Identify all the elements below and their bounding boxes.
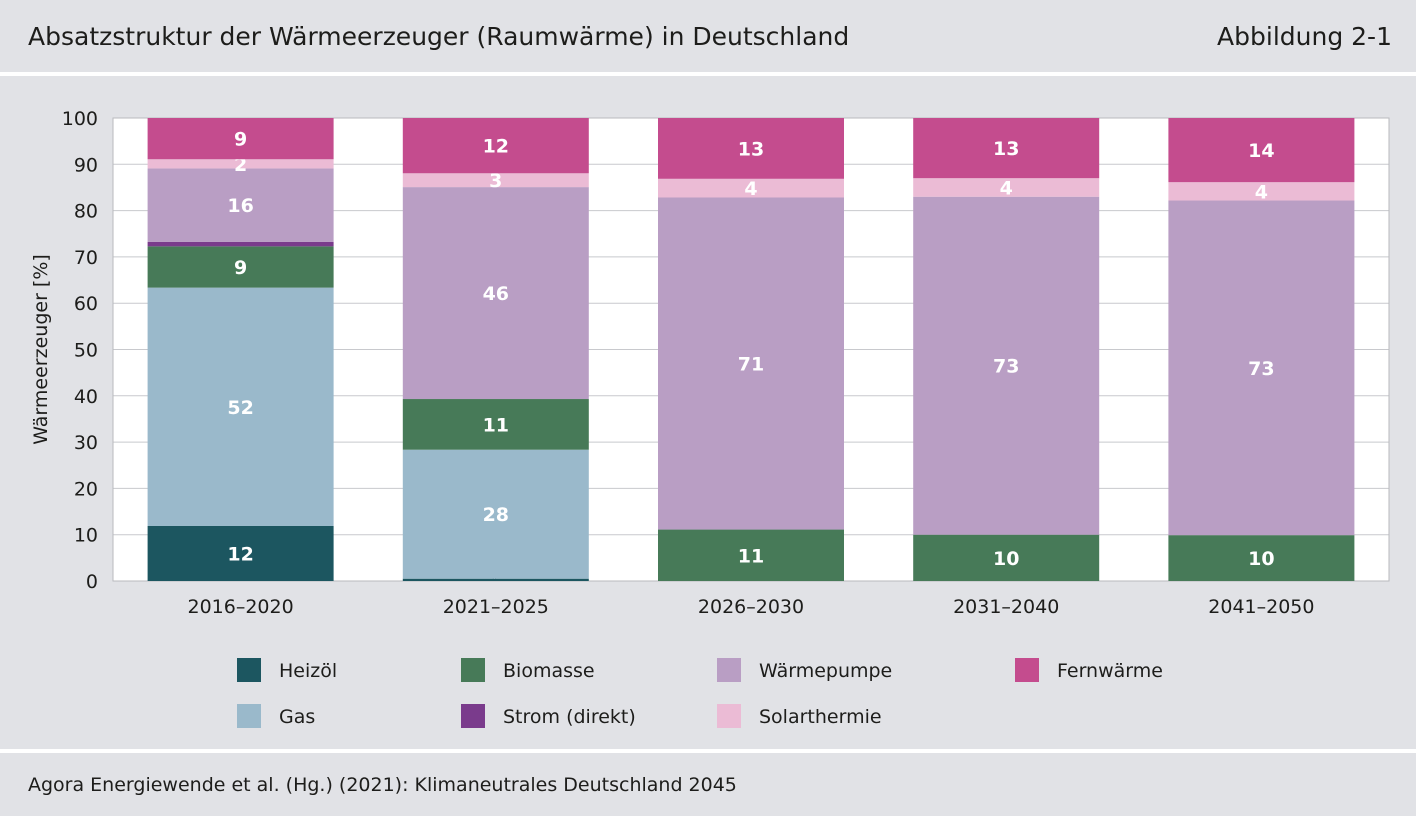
data-label: 4 (1255, 181, 1268, 203)
legend-label: Gas (279, 706, 315, 728)
legend-swatch (237, 704, 261, 728)
data-label: 12 (227, 543, 253, 565)
data-label: 10 (993, 548, 1019, 570)
stacked-bar-chart: 0 10 20 30 40 50 60 70 80 90 100 Wärmeerzeuger [%] 1… (30, 108, 1390, 728)
legend-label: Heizöl (279, 660, 337, 682)
source-note: Agora Energiewende et al. (Hg.) (2021): … (28, 774, 737, 796)
top-divider (0, 72, 1416, 76)
data-label: 52 (227, 397, 253, 419)
data-label: 4 (744, 178, 757, 200)
bar-segment (658, 529, 844, 581)
legend-label: Biomasse (503, 660, 595, 682)
y-tick-label: 90 (74, 154, 98, 176)
legend-swatch (237, 658, 261, 682)
y-tick-label: 100 (62, 108, 98, 130)
legend-label: Wärmepumpe (759, 660, 892, 682)
bar-segment (1168, 118, 1355, 183)
bar-segment (147, 246, 334, 288)
bar-segment (402, 118, 589, 174)
y-tick-label: 20 (74, 478, 98, 500)
data-label: 46 (483, 283, 509, 305)
y-tick-label: 60 (74, 293, 98, 315)
legend-swatch (461, 658, 485, 682)
bar-segment (913, 534, 1100, 581)
bottom-divider (0, 749, 1416, 753)
x-tick-label: 2016–2020 (187, 596, 293, 618)
legend-swatch (1015, 658, 1039, 682)
data-label: 28 (483, 504, 509, 526)
data-label: 11 (738, 545, 764, 567)
data-label: 9 (234, 257, 247, 279)
bar-segment (147, 168, 334, 242)
data-label: 9 (234, 129, 247, 151)
bar-segment (147, 159, 334, 169)
data-label: 16 (227, 195, 253, 217)
bar-segment (147, 287, 334, 526)
data-label: 71 (738, 354, 764, 376)
y-tick-label: 80 (74, 201, 98, 223)
bar-segment (147, 525, 334, 581)
x-tick-label: 2026–2030 (698, 596, 804, 618)
figure-reference: Abbildung 2-1 (1217, 22, 1392, 51)
header: Absatzstruktur der Wärmeerzeuger (Raumwä… (0, 0, 1416, 72)
bar-segment (913, 178, 1100, 197)
bar-segment (402, 173, 589, 188)
x-tick-label: 2021–2025 (443, 596, 549, 618)
legend-label: Fernwärme (1057, 660, 1163, 682)
bar-segment (913, 118, 1100, 179)
x-tick-label: 2031–2040 (953, 596, 1059, 618)
bar-segment (1168, 535, 1355, 581)
data-label: 3 (489, 170, 502, 192)
data-label: 10 (1248, 548, 1274, 570)
bar-segment (147, 118, 334, 160)
bar-segment (402, 449, 589, 579)
bar-segment (658, 197, 844, 530)
bar-segment (913, 196, 1100, 535)
y-tick-label: 50 (74, 340, 98, 362)
legend-swatch (717, 704, 741, 728)
y-tick-label: 10 (74, 525, 98, 547)
bar-segment (1168, 200, 1355, 536)
legend-swatch (461, 704, 485, 728)
data-label: 13 (738, 138, 764, 160)
legend-swatch (717, 658, 741, 682)
y-tick-label: 0 (86, 571, 98, 593)
data-label: 13 (993, 138, 1019, 160)
bar-segment (658, 118, 844, 179)
bar-segment (402, 399, 589, 450)
data-label: 14 (1248, 140, 1274, 162)
data-label: 73 (1248, 358, 1274, 380)
data-label: 4 (1000, 177, 1013, 199)
bar-segment (147, 241, 334, 247)
y-tick-label: 70 (74, 247, 98, 269)
data-label: 11 (483, 414, 509, 436)
bar-segment (402, 187, 589, 400)
bar-segment (402, 578, 589, 581)
data-label: 12 (483, 136, 509, 158)
chart-title: Absatzstruktur der Wärmeerzeuger (Raumwä… (28, 22, 850, 51)
y-axis-label: Wärmeerzeuger [%] (30, 254, 52, 445)
data-label: 73 (993, 356, 1019, 378)
x-tick-label: 2041–2050 (1208, 596, 1314, 618)
bar-segment (658, 178, 844, 198)
legend-label: Solarthermie (759, 706, 882, 728)
bar-segment (1168, 182, 1355, 201)
legend-label: Strom (direkt) (503, 706, 636, 728)
y-tick-label: 40 (74, 386, 98, 408)
y-tick-label: 30 (74, 432, 98, 454)
data-label: 2 (234, 154, 247, 176)
